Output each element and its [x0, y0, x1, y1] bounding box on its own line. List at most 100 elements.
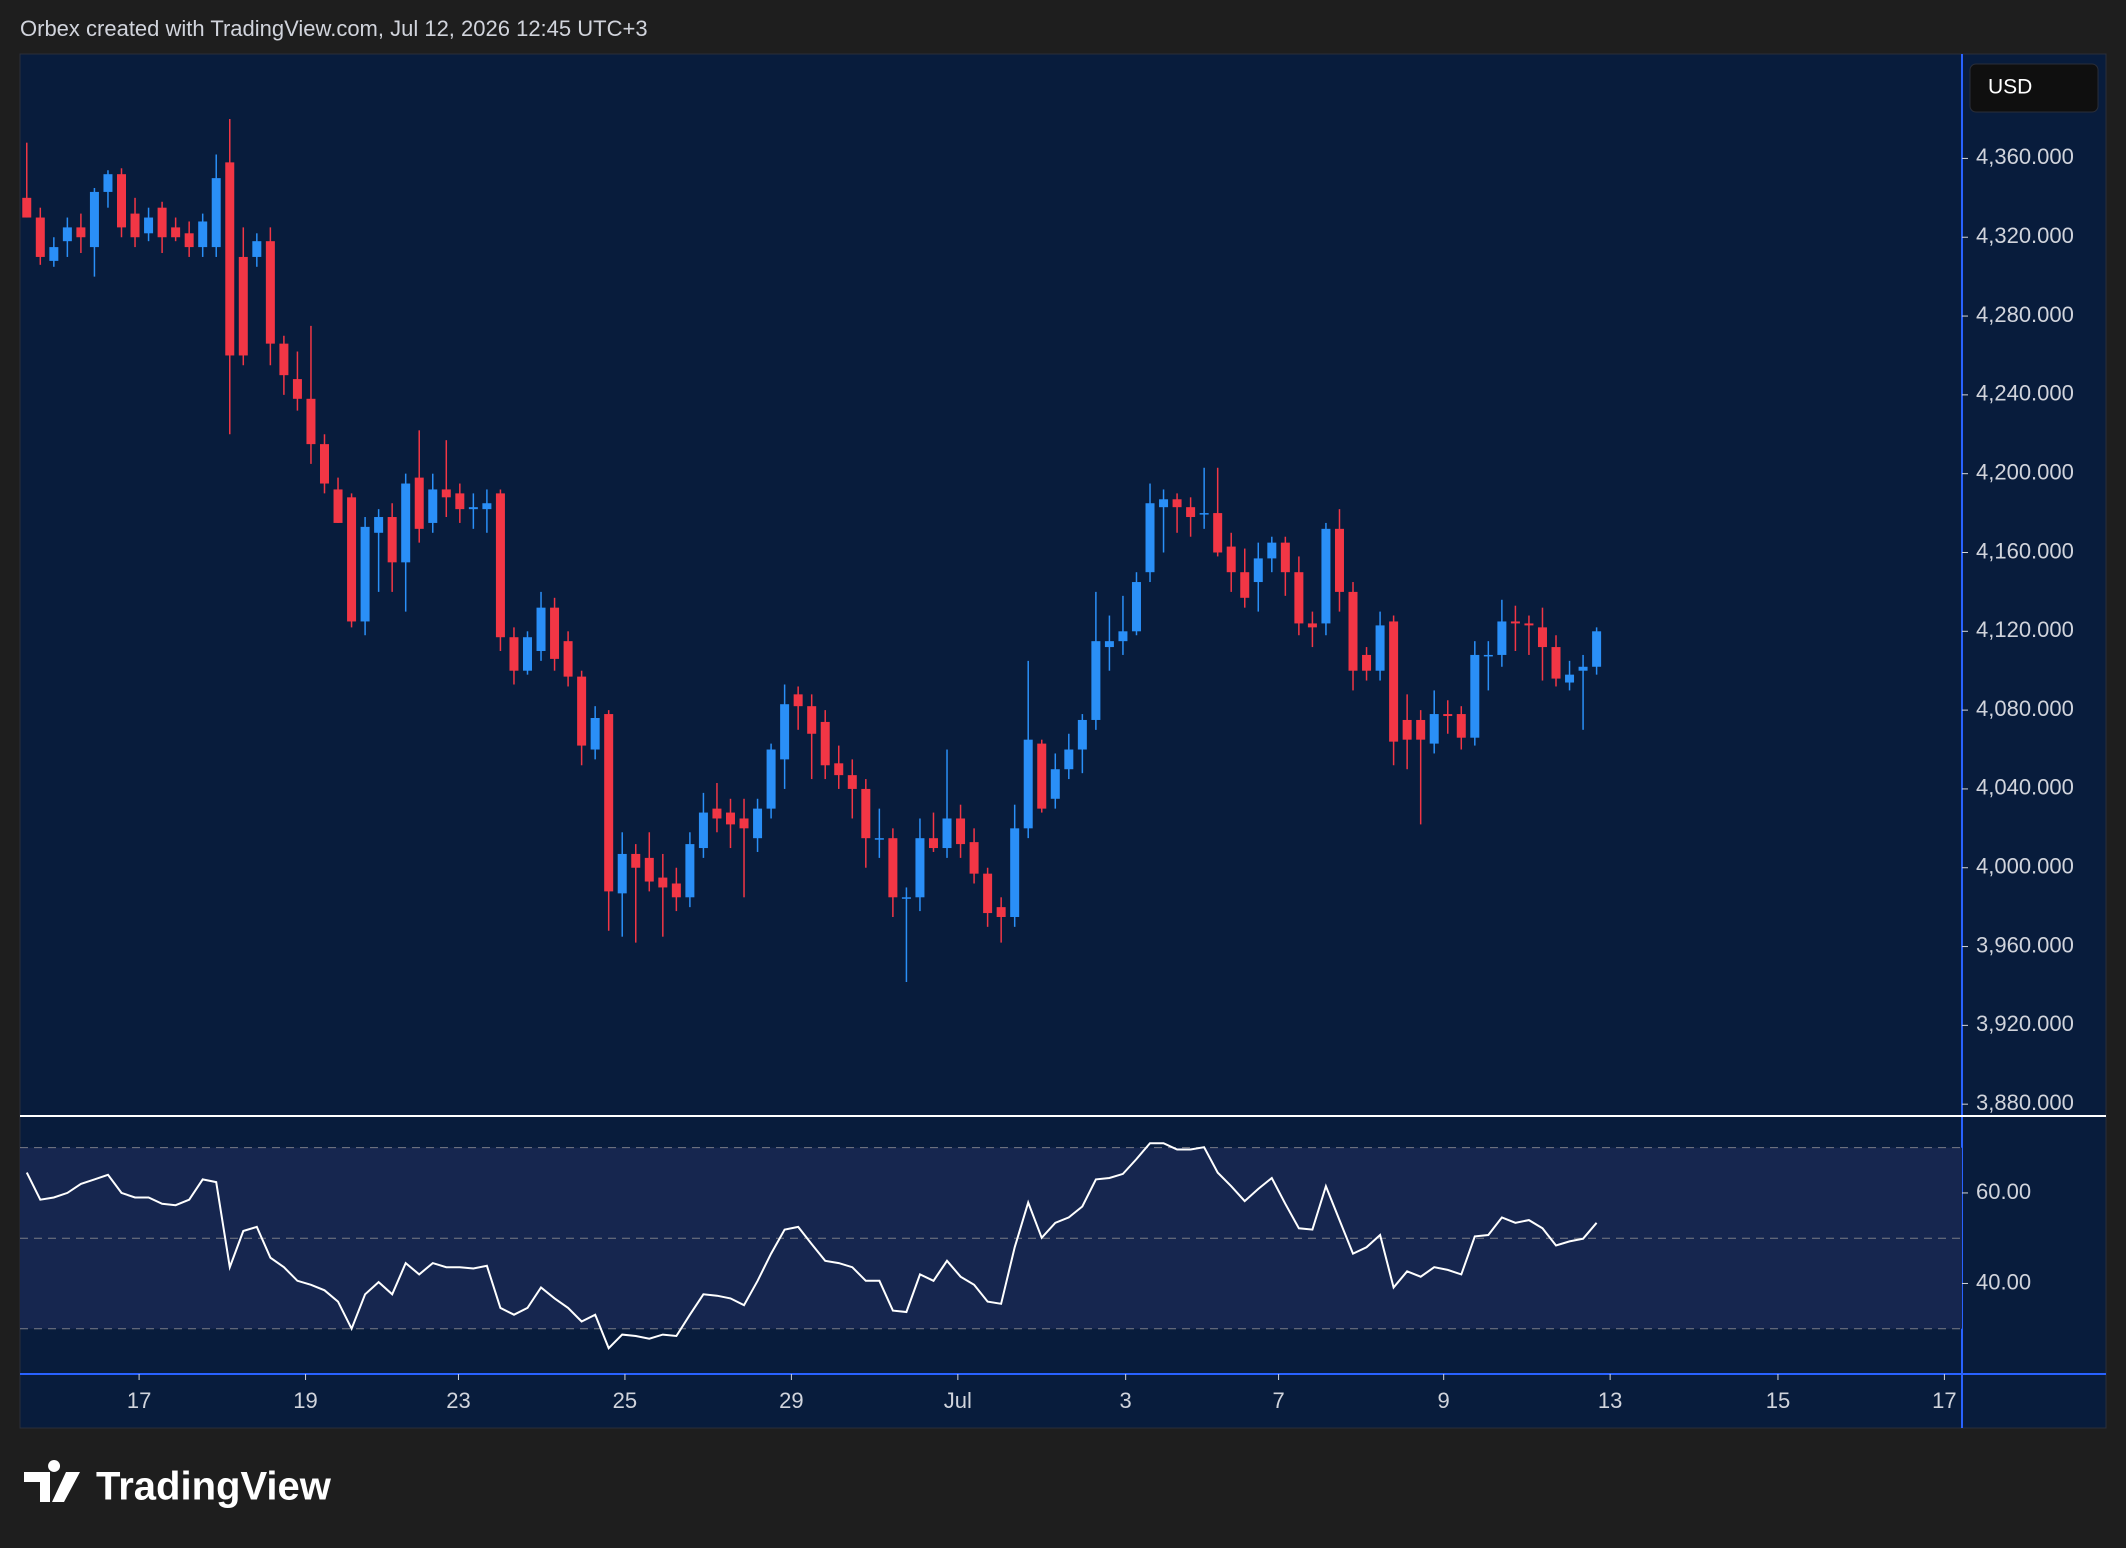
candle-body — [861, 788, 871, 839]
candle-body — [265, 241, 275, 344]
candle-body — [1483, 654, 1493, 657]
candle-body — [644, 857, 654, 882]
candle-body — [428, 489, 438, 523]
candle-body — [455, 493, 465, 510]
candle-body — [1159, 499, 1169, 508]
candle-body — [671, 883, 681, 898]
currency-label[interactable]: USD — [1988, 76, 2032, 99]
y-tick-label: 4,160.000 — [1976, 538, 2074, 563]
candle-body — [184, 233, 194, 248]
candle-body — [1104, 641, 1114, 648]
candle-body — [753, 808, 763, 839]
y-tick-label: 3,920.000 — [1976, 1011, 2074, 1036]
candle-body — [1497, 621, 1507, 655]
candle-body — [617, 853, 627, 894]
currency-button[interactable] — [1969, 63, 2099, 113]
header-text: Orbex created with TradingView.com, Jul … — [20, 16, 648, 41]
candle-body — [888, 838, 898, 898]
candle-body — [1578, 666, 1588, 671]
x-tick-label: 17 — [127, 1388, 151, 1413]
candle-body — [76, 227, 86, 238]
candle-body — [1023, 739, 1033, 829]
x-tick-label: 3 — [1120, 1388, 1132, 1413]
candle-body — [874, 838, 884, 840]
candle-body — [387, 517, 397, 563]
candle-body — [1145, 503, 1155, 573]
candle-body — [1253, 558, 1263, 583]
candle-body — [1470, 654, 1480, 738]
candle-body — [1010, 828, 1020, 917]
candle-body — [563, 641, 573, 677]
candle-body — [996, 907, 1006, 917]
candle-body — [1334, 528, 1344, 592]
candle-body — [1389, 621, 1399, 742]
candle-body — [292, 379, 302, 399]
candle-body — [725, 812, 735, 825]
candle-body — [1402, 719, 1412, 740]
candle-body — [698, 812, 708, 849]
candle-body — [1199, 513, 1209, 515]
candle-body — [1294, 572, 1304, 624]
x-tick-label: 15 — [1766, 1388, 1790, 1413]
footer-brand: TradingView — [96, 1465, 332, 1509]
candle-body — [1456, 714, 1466, 738]
y-tick-label: 4,200.000 — [1976, 459, 2074, 484]
x-tick-label: 9 — [1438, 1388, 1450, 1413]
candle-body — [49, 247, 59, 261]
x-tick-label: 29 — [779, 1388, 803, 1413]
candle-body — [252, 241, 262, 257]
candle-body — [144, 217, 154, 234]
candle-body — [238, 256, 248, 356]
candle-body — [1240, 572, 1250, 598]
candle-body — [360, 526, 370, 622]
y-tick-label: 4,240.000 — [1976, 381, 2074, 406]
y-axis-area — [1962, 54, 2106, 1428]
candle-body — [983, 873, 993, 914]
logo-icon — [24, 1460, 80, 1502]
candle-body — [1172, 499, 1182, 508]
candle-body — [1064, 749, 1074, 770]
candle-body — [1077, 719, 1087, 750]
candle-body — [550, 607, 560, 659]
candle-body — [1050, 769, 1060, 799]
candle-body — [942, 818, 952, 849]
candle-body — [928, 838, 938, 849]
y-tick-label: 4,080.000 — [1976, 696, 2074, 721]
candle-body — [780, 704, 790, 760]
candle-body — [820, 721, 830, 766]
candle-body — [333, 489, 343, 523]
candle-body — [766, 749, 776, 809]
candle-body — [969, 842, 979, 874]
candle-body — [157, 207, 167, 238]
candle-body — [847, 775, 857, 789]
candle-body — [834, 763, 844, 776]
candle-body — [130, 213, 140, 238]
x-tick-label: 17 — [1932, 1388, 1956, 1413]
candle-body — [793, 694, 803, 707]
candle-body — [1348, 591, 1358, 671]
candle-body — [1307, 623, 1317, 628]
candle-body — [319, 444, 329, 484]
candle-body — [1118, 631, 1128, 642]
candle-body — [401, 483, 411, 563]
candle-body — [685, 844, 695, 898]
y-tick-label: 4,280.000 — [1976, 302, 2074, 327]
candle-body — [35, 217, 45, 257]
candle-body — [1267, 542, 1277, 559]
y-tick-label: 40.00 — [1976, 1269, 2031, 1294]
logo — [24, 1460, 80, 1502]
candle-body — [347, 497, 357, 622]
candle-body — [536, 607, 546, 652]
x-tick-label: 7 — [1272, 1388, 1284, 1413]
candle-body — [211, 178, 221, 248]
y-tick-label: 4,360.000 — [1976, 144, 2074, 169]
candle-body — [374, 517, 384, 533]
candle-body — [901, 897, 911, 899]
candle-body — [482, 503, 492, 510]
candle-body — [414, 477, 424, 529]
candle-body — [1551, 647, 1561, 679]
candle-body — [89, 191, 99, 248]
candle-body — [1429, 714, 1439, 744]
y-tick-label: 4,040.000 — [1976, 775, 2074, 800]
